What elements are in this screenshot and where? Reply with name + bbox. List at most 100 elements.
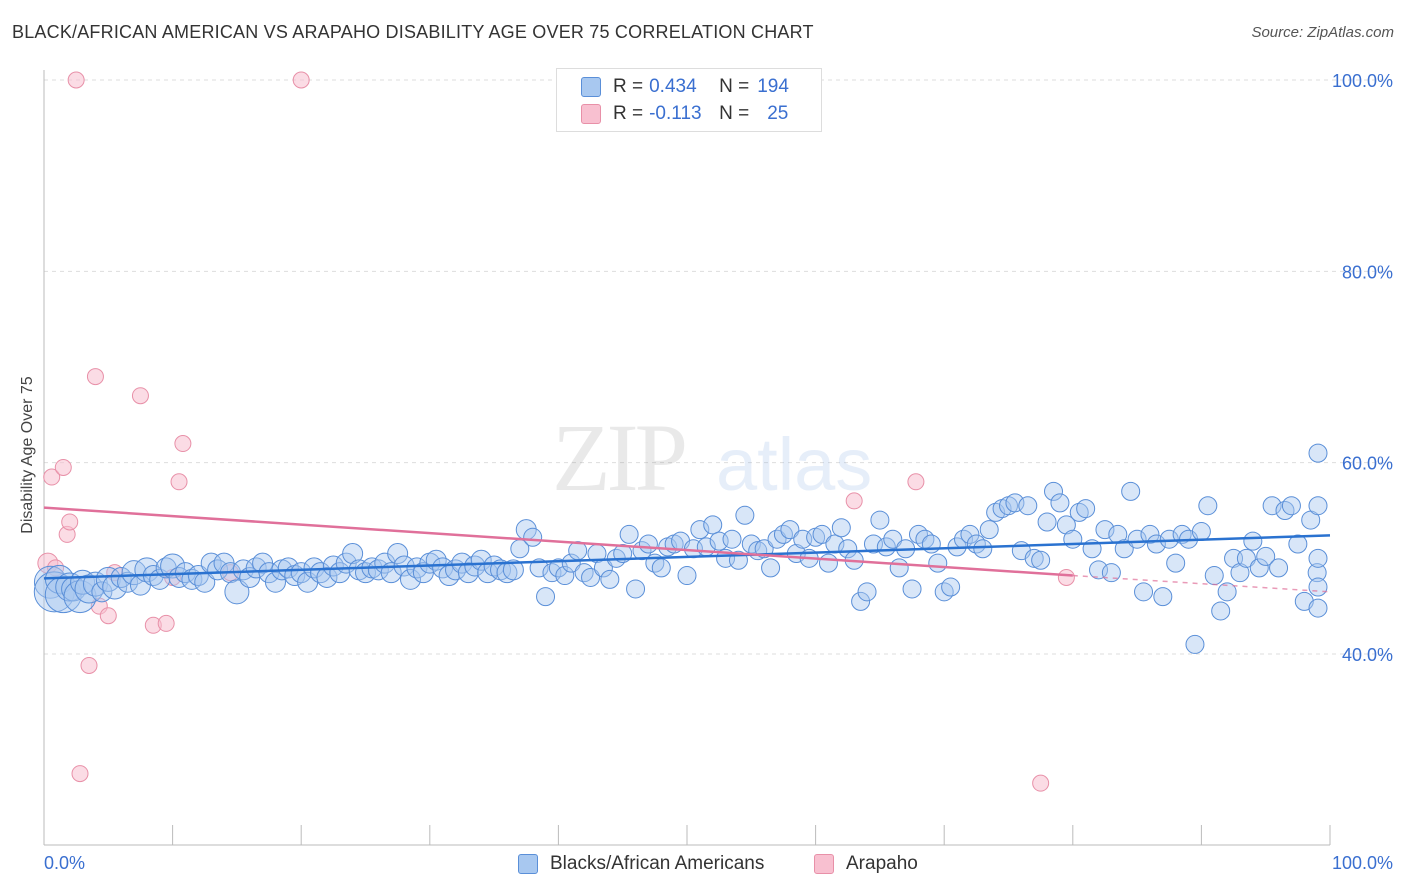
y-tick-label: 80.0%: [1342, 262, 1393, 282]
black-african-american-point: [316, 566, 338, 588]
bottom-legend-swatch-blue: [518, 854, 538, 874]
arapaho-point: [71, 765, 89, 783]
black-african-american-point: [1095, 520, 1115, 540]
black-african-american-point: [1063, 529, 1083, 549]
bottom-legend-label-pink: Arapaho: [846, 853, 918, 874]
bottom-legend-swatch-pink: [814, 854, 834, 874]
black-african-american-point: [1281, 496, 1301, 516]
legend-n-label: N =: [719, 76, 750, 97]
arapaho-point: [907, 473, 925, 491]
black-african-american-point: [1127, 529, 1147, 549]
black-african-american-point: [761, 558, 781, 578]
arapaho-point: [1057, 568, 1075, 586]
bottom-legend-blue: Blacks/African Americans: [518, 852, 764, 876]
arapaho-point: [99, 607, 117, 625]
black-african-american-point: [1031, 550, 1051, 570]
legend-r-label: R =: [613, 76, 644, 97]
black-african-american-point: [470, 549, 492, 571]
black-african-american-point: [160, 553, 186, 579]
watermark-zip: ZIP: [552, 404, 685, 511]
black-african-american-point: [555, 566, 575, 586]
black-african-american-point: [1217, 582, 1237, 602]
black-african-american-point: [1121, 481, 1141, 501]
watermark-atlas: atlas: [716, 423, 872, 506]
arapaho-point: [157, 614, 175, 632]
arapaho-point: [80, 656, 98, 674]
black-african-american-point: [619, 524, 639, 544]
legend-n-value: 25: [767, 103, 789, 124]
black-african-american-point: [626, 579, 646, 599]
y-tick-label: 100.0%: [1332, 71, 1393, 91]
black-african-american-point: [870, 510, 890, 530]
black-african-american-point: [1308, 496, 1328, 516]
black-african-american-point: [1101, 563, 1121, 583]
black-african-american-point: [264, 571, 286, 593]
black-african-american-point: [1159, 529, 1179, 549]
legend-r-label: R =: [613, 103, 644, 124]
black-african-american-point: [523, 527, 543, 547]
stats-legend: R = 0.434 N = 194 R = -0.113 N = 25: [556, 68, 822, 132]
black-african-american-point: [464, 555, 486, 577]
black-african-american-point: [1308, 577, 1328, 597]
pink-trendline-extension: [1072, 574, 1331, 593]
bottom-legend-label-blue: Blacks/African Americans: [550, 853, 765, 874]
black-african-american-point: [818, 553, 838, 573]
black-african-american-point: [207, 559, 229, 581]
black-african-american-point: [91, 581, 113, 603]
black-african-american-point: [1024, 548, 1044, 568]
black-african-american-point: [1191, 522, 1211, 542]
arapaho-point: [292, 71, 310, 89]
arapaho-point: [67, 71, 85, 89]
arapaho-point: [845, 492, 863, 510]
black-african-american-point: [921, 534, 941, 554]
legend-r-value: 0.434: [649, 76, 697, 97]
black-african-american-point: [1288, 534, 1308, 554]
black-african-american-point: [502, 559, 524, 581]
black-african-american-point: [690, 520, 710, 540]
trendlines: [43, 506, 1331, 593]
axes: [43, 70, 1331, 846]
black-african-american-point: [1308, 598, 1328, 618]
black-african-american-point: [1211, 601, 1231, 621]
legend-n-label: N =: [719, 103, 750, 124]
arapaho-point: [86, 368, 104, 386]
black-african-american-point: [367, 559, 389, 581]
x-tick-label: 0.0%: [44, 853, 85, 873]
black-african-american-point: [1018, 496, 1038, 516]
black-african-american-point: [889, 558, 909, 578]
black-african-american-point: [831, 518, 851, 538]
black-african-american-point: [1050, 493, 1070, 513]
legend-swatch-blue: [581, 77, 601, 97]
black-african-american-point: [928, 553, 948, 573]
black-african-american-point: [536, 587, 556, 607]
bottom-legend-pink: Arapaho: [814, 852, 918, 876]
arapaho-point: [131, 387, 149, 405]
black-african-american-point: [1308, 548, 1328, 568]
black-african-american-point: [722, 529, 742, 549]
arapaho-point: [174, 435, 192, 453]
black-african-american-point: [561, 553, 581, 573]
black-african-american-point: [1204, 566, 1224, 586]
black-african-american-point: [1076, 499, 1096, 519]
black-african-american-point: [529, 558, 549, 578]
blue-trendline: [43, 534, 1331, 580]
black-african-american-point: [457, 562, 479, 584]
source-label: Source: ZipAtlas.com: [1251, 24, 1394, 41]
grid-lines: [44, 79, 1392, 655]
black-african-american-point: [1056, 515, 1076, 535]
legend-r-value: -0.113: [649, 103, 702, 124]
black-african-american-point: [857, 582, 877, 602]
y-tick-label: 60.0%: [1342, 454, 1393, 474]
black-african-american-point: [812, 524, 832, 544]
black-african-american-point: [548, 558, 568, 578]
black-african-american-point: [1114, 539, 1134, 559]
y-tick-label: 40.0%: [1342, 645, 1393, 665]
black-african-american-point: [1134, 582, 1154, 602]
x-tick-label: 100.0%: [1332, 853, 1393, 873]
black-african-american-point: [883, 529, 903, 549]
black-african-american-point: [703, 515, 723, 535]
black-african-american-point: [838, 539, 858, 559]
arapaho-point: [170, 473, 188, 491]
black-african-american-point: [1243, 531, 1263, 551]
